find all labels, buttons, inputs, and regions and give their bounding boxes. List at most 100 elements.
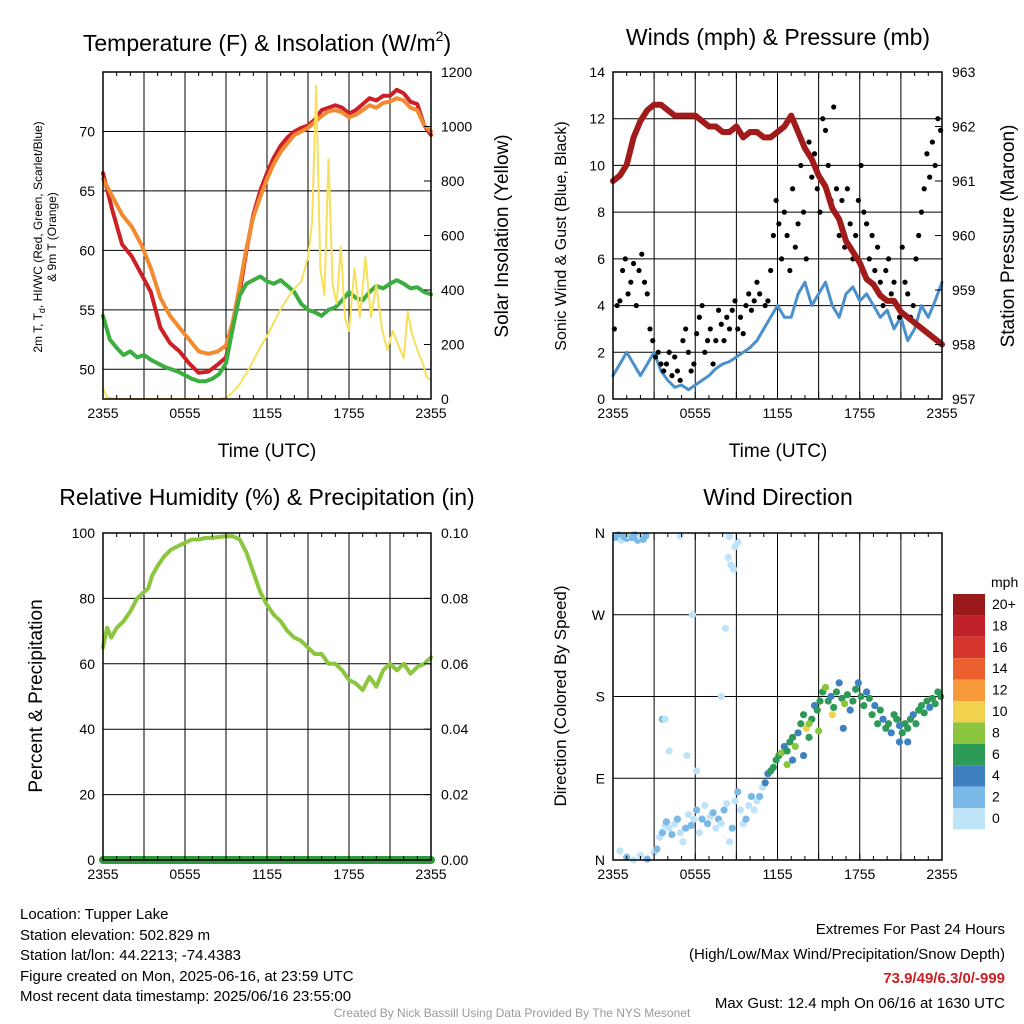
colorbar-label: 14 [992,660,1008,676]
gust-point [617,298,623,304]
x-tick-label: 2355 [597,405,628,421]
y-tick-label-right: 1200 [441,64,472,80]
direction-point [904,724,912,732]
gust-point [702,349,708,355]
direction-point [887,729,895,737]
y-tick-label-right: 0.08 [441,590,468,606]
direction-point [871,701,879,710]
y-tick-label-left: 0 [597,391,605,407]
colorbar-swatch [953,615,985,637]
gust-point [905,291,911,297]
gust-point [641,279,648,285]
x-tick-label: 0555 [169,866,200,882]
direction-point [937,692,945,701]
x-tick-label: 1155 [252,866,282,882]
gust-point [691,361,697,367]
temperature-title: Temperature (F) & Insolation (W/m2) [83,28,451,56]
y-tick-label-left: E [596,770,605,786]
y-tick-label-left: 8 [597,204,605,220]
direction-point [636,851,645,860]
gust-point [929,139,936,145]
gust-point [630,260,637,267]
y-tick-label-left: 50 [79,361,95,377]
gust-point [806,139,812,145]
gust-point [683,326,689,332]
gust-point [855,197,861,204]
gust-point [822,127,829,133]
gust-point [726,326,733,332]
direction-point [841,700,849,708]
series-line [101,96,433,356]
y-tick-label-left: 2 [597,344,605,360]
gust-point [666,349,672,355]
y-tick-label-right: 0.06 [441,656,468,672]
gust-point [853,232,859,239]
gust-point [825,162,831,169]
gust-point [918,209,925,215]
x-tick-label: 0555 [169,405,200,421]
direction-point [693,767,701,775]
direction-point [788,756,797,764]
gust-point [877,279,883,285]
gust-point [913,256,919,262]
colorbar-title: mph [991,574,1018,590]
direction-point [717,820,725,828]
gust-point [896,314,903,320]
direction-point [662,818,671,826]
x-tick-label: 2355 [415,866,446,882]
gust-point [891,279,897,285]
direction-point [849,697,857,705]
direction-point [783,761,791,769]
gust-point [809,174,815,180]
gust-point [688,368,694,374]
direction-point [917,701,926,710]
gust-point [680,338,686,344]
gust-point [779,256,785,262]
y-tick-label-left: 55 [79,302,95,318]
gust-point [672,354,678,360]
gust-point [776,221,782,227]
direction-point [653,845,661,853]
figure-created: Figure created on Mon, 2025-06-16, at 23… [20,967,354,985]
x-tick-label: 2355 [415,405,446,421]
direction-title: Wind Direction [703,484,853,510]
direction-point [865,694,873,702]
direction-point [701,801,709,810]
direction-point [909,711,917,719]
direction-point [745,801,753,810]
direction-point [725,533,734,541]
temperature-ylabel-left-2: & 9m T (Orange) [45,192,59,282]
gust-point [639,251,645,257]
colorbar-swatch [953,679,985,701]
gust-point [833,186,840,192]
direction-point [725,838,734,846]
direction-point [893,715,901,723]
gust-point [737,314,744,320]
y-tick-label-left: 80 [79,590,95,606]
gust-point [647,326,653,332]
direction-point [673,815,682,823]
gust-point [628,279,634,285]
extremes-subheading: (High/Low/Max Wind/Precipitation/Snow De… [689,945,1005,963]
direction-point [736,806,745,814]
direction-point [895,738,904,746]
direction-point [815,727,823,735]
gust-point [718,321,724,327]
x-tick-label: 0555 [680,866,711,882]
direction-point [723,800,731,808]
direction-point [731,543,739,551]
gust-point [803,256,809,262]
y-tick-label-right: 957 [952,391,976,407]
gust-point [885,256,892,262]
direction-point [821,683,830,692]
x-tick-label: 1155 [762,866,792,882]
colorbar-label: 2 [992,789,1000,805]
gust-point [874,244,881,250]
direction-point [832,688,841,696]
colorbar-swatch [953,808,985,830]
gust-point [935,116,941,122]
direction-point [805,733,813,741]
gust-point [927,174,933,180]
direction-point [898,729,906,737]
direction-point [734,788,742,796]
